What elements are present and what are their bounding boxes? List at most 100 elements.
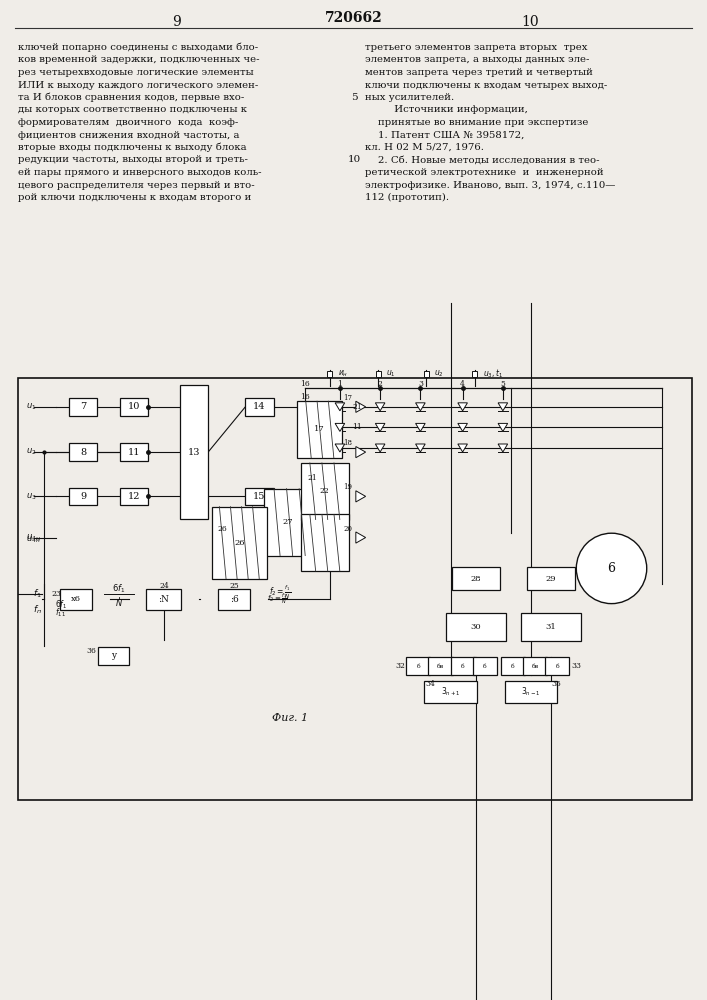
Bar — [327, 371, 332, 377]
Polygon shape — [416, 403, 425, 411]
Text: фициентов снижения входной частоты, а: фициентов снижения входной частоты, а — [18, 130, 240, 139]
Text: бв: бв — [437, 664, 444, 669]
Text: 16: 16 — [300, 380, 310, 388]
Bar — [218, 589, 250, 610]
Text: 2. Сб. Новые методы исследования в тео-: 2. Сб. Новые методы исследования в тео- — [365, 155, 600, 164]
Polygon shape — [498, 444, 508, 452]
Bar — [60, 589, 93, 610]
Bar — [300, 514, 349, 571]
Text: 10: 10 — [127, 402, 140, 411]
Polygon shape — [498, 403, 508, 411]
Bar — [545, 657, 569, 675]
Text: электрофизике. Иваново, вып. 3, 1974, с.110—: электрофизике. Иваново, вып. 3, 1974, с.… — [365, 180, 615, 190]
Text: 30: 30 — [470, 623, 481, 631]
Text: 6: 6 — [607, 562, 616, 575]
Polygon shape — [458, 444, 467, 452]
Polygon shape — [356, 532, 366, 543]
Text: 4: 4 — [460, 380, 465, 388]
Text: 16: 16 — [300, 393, 310, 401]
Polygon shape — [416, 423, 425, 431]
Bar — [119, 443, 148, 461]
Bar — [18, 378, 692, 800]
Polygon shape — [458, 423, 467, 431]
Text: 112 (прототип).: 112 (прототип). — [365, 193, 449, 202]
Text: 18: 18 — [344, 439, 353, 447]
Text: б: б — [483, 664, 486, 669]
Bar — [473, 657, 497, 675]
Polygon shape — [335, 403, 345, 411]
Text: редукции частоты, выходы второй и треть-: редукции частоты, выходы второй и треть- — [18, 155, 248, 164]
Text: $3_{n-1}$: $3_{n-1}$ — [521, 686, 541, 698]
Bar — [472, 371, 477, 377]
Text: б: б — [555, 664, 559, 669]
Text: Источники информации,: Источники информации, — [365, 105, 528, 114]
Text: $f_{11}$: $f_{11}$ — [55, 606, 66, 619]
Text: принятые во внимание при экспертизе: принятые во внимание при экспертизе — [365, 118, 588, 127]
Polygon shape — [356, 447, 366, 458]
Polygon shape — [416, 444, 425, 452]
Bar — [521, 613, 581, 641]
Bar — [264, 489, 315, 556]
Text: $6f_1$: $6f_1$ — [55, 598, 68, 611]
Bar — [505, 681, 557, 703]
Polygon shape — [335, 423, 345, 431]
Bar — [501, 657, 525, 675]
Text: ретической электротехнике  и  инженерной: ретической электротехнике и инженерной — [365, 168, 604, 177]
Bar — [375, 371, 380, 377]
Text: б: б — [416, 664, 420, 669]
Bar — [407, 657, 431, 675]
Text: $u_3$: $u_3$ — [26, 491, 37, 502]
Bar — [445, 613, 506, 641]
Text: $u_1$: $u_1$ — [26, 402, 37, 412]
Text: 14: 14 — [253, 402, 266, 411]
Text: 5: 5 — [351, 93, 357, 102]
Text: 17: 17 — [315, 425, 325, 433]
Text: элементов запрета, а выходы данных эле-: элементов запрета, а выходы данных эле- — [365, 55, 590, 64]
Text: 11: 11 — [127, 448, 140, 457]
Text: ключи подключены к входам четырех выход-: ключи подключены к входам четырех выход- — [365, 81, 607, 90]
Text: :N: :N — [158, 595, 169, 604]
Text: 31: 31 — [546, 623, 556, 631]
Text: 34: 34 — [426, 680, 436, 688]
Text: $f_2=\frac{f_1}{N}$: $f_2=\frac{f_1}{N}$ — [267, 592, 288, 607]
Polygon shape — [498, 423, 508, 431]
Text: третьего элементов запрета вторых  трех: третьего элементов запрета вторых трех — [365, 43, 588, 52]
Bar — [452, 567, 500, 590]
Text: ключей попарно соединены с выходами бло-: ключей попарно соединены с выходами бло- — [18, 43, 258, 52]
Text: 720662: 720662 — [325, 11, 383, 25]
Text: 22: 22 — [320, 487, 329, 495]
Text: ИЛИ к выходу каждого логического элемен-: ИЛИ к выходу каждого логического элемен- — [18, 81, 258, 90]
Text: ных усилителей.: ных усилителей. — [365, 93, 455, 102]
Text: $u_3, t_1$: $u_3, t_1$ — [483, 368, 503, 380]
Bar — [211, 507, 267, 579]
Text: 20: 20 — [344, 525, 353, 533]
Text: :6: :6 — [230, 595, 239, 604]
Text: 26: 26 — [218, 525, 227, 533]
Text: $и_н$: $и_н$ — [338, 369, 348, 379]
Bar — [297, 401, 342, 458]
Text: ментов запрета через третий и четвертый: ментов запрета через третий и четвертый — [365, 68, 593, 77]
Text: вторые входы подключены к выходу блока: вторые входы подключены к выходу блока — [18, 143, 247, 152]
Text: рой ключи подключены к входам второго и: рой ключи подключены к входам второго и — [18, 193, 252, 202]
Text: 9: 9 — [173, 15, 182, 29]
Text: $f_{п}$: $f_{п}$ — [33, 603, 42, 616]
Text: 32: 32 — [395, 662, 405, 670]
Bar — [119, 488, 148, 505]
Bar — [424, 681, 477, 703]
Text: 5: 5 — [501, 380, 506, 388]
Text: 27: 27 — [282, 518, 293, 526]
Text: 2: 2 — [378, 380, 382, 388]
Text: ков временной задержки, подключенных че-: ков временной задержки, подключенных че- — [18, 55, 259, 64]
Text: 33: 33 — [571, 662, 581, 670]
Bar — [119, 398, 148, 416]
Text: 9: 9 — [81, 492, 86, 501]
Text: 10: 10 — [521, 15, 539, 29]
Text: б: б — [461, 664, 464, 669]
Text: $f_1$: $f_1$ — [33, 588, 42, 600]
Bar — [245, 398, 274, 416]
Bar — [69, 398, 98, 416]
Polygon shape — [375, 444, 385, 452]
Text: бв: бв — [532, 664, 539, 669]
Bar — [428, 657, 452, 675]
Bar — [245, 488, 274, 505]
